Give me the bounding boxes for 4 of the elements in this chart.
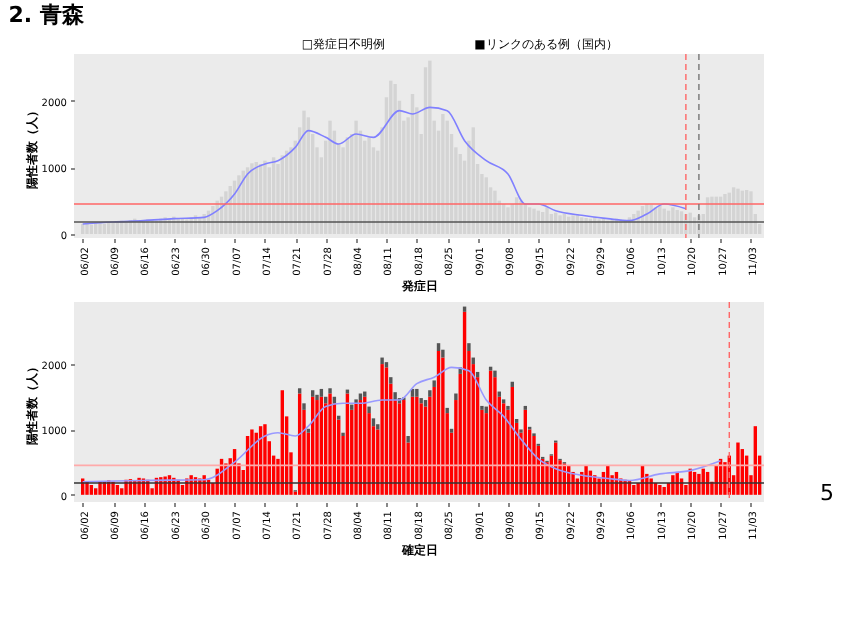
chart-title: 2. 青森 — [8, 2, 86, 28]
line-series — [81, 106, 687, 225]
text: 5 — [820, 480, 834, 506]
line-series — [81, 366, 722, 483]
